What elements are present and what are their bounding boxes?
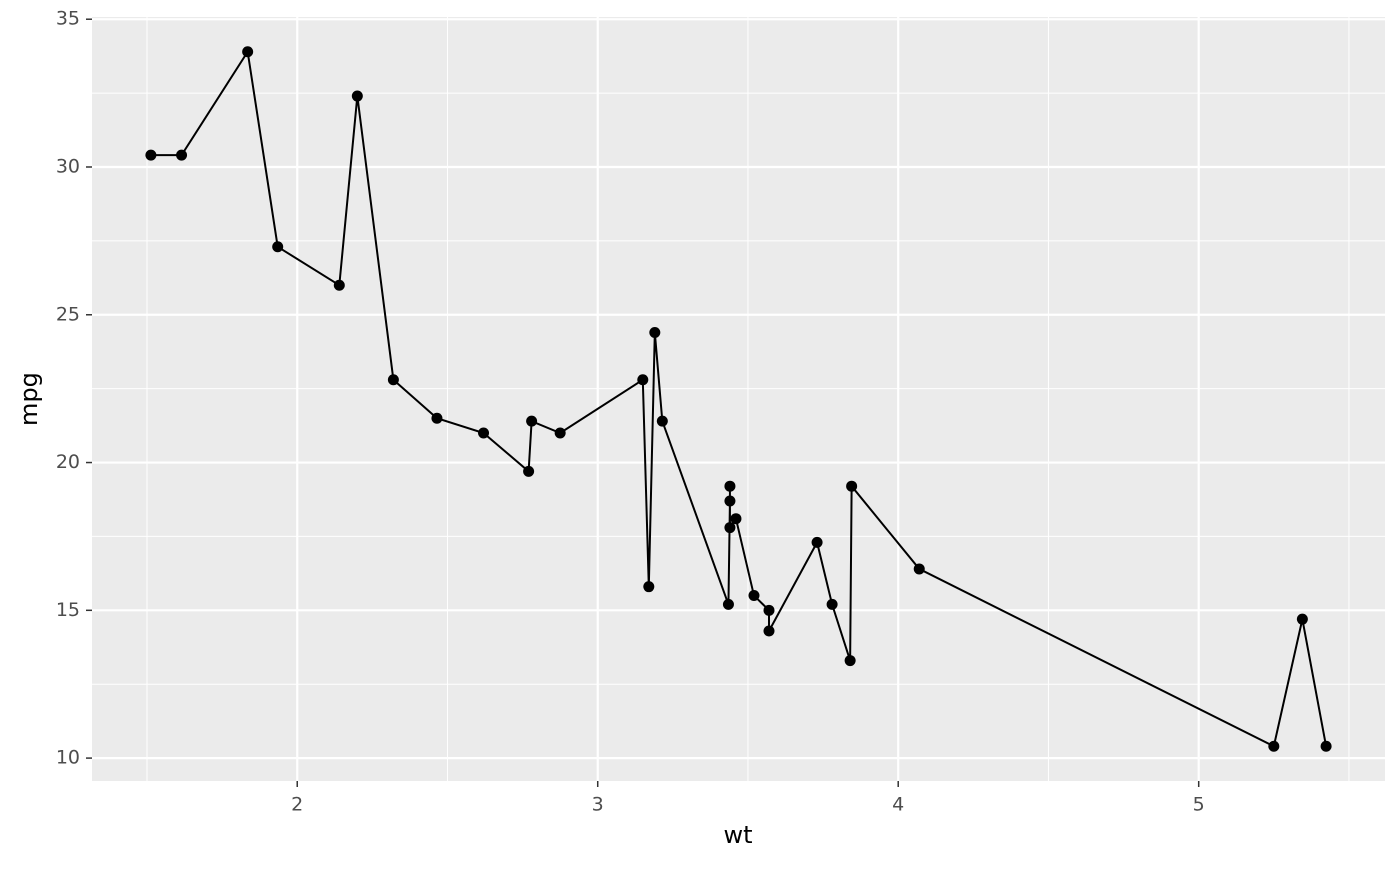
y-tick-label: 30	[56, 155, 80, 177]
x-axis-title: wt	[723, 821, 752, 849]
point	[724, 495, 736, 507]
point	[1268, 740, 1280, 752]
point	[145, 149, 157, 161]
point	[844, 655, 856, 667]
point	[730, 513, 742, 525]
point	[649, 327, 661, 339]
point	[763, 625, 775, 637]
panel	[92, 17, 1385, 781]
point	[724, 522, 736, 534]
y-tick-label: 15	[56, 599, 80, 621]
y-tick-label: 10	[56, 747, 80, 769]
point	[913, 563, 925, 575]
point	[846, 480, 858, 492]
y-tick-label: 20	[56, 451, 80, 473]
point	[643, 581, 655, 593]
point	[554, 427, 566, 439]
point	[176, 149, 188, 161]
point	[637, 374, 649, 386]
point	[826, 598, 838, 610]
x-tick-label: 2	[291, 794, 303, 816]
point	[656, 415, 668, 427]
point	[333, 279, 345, 291]
point	[724, 480, 736, 492]
x-tick-label: 5	[1193, 794, 1205, 816]
line	[150, 48, 1328, 748]
x-tick-label: 4	[892, 794, 904, 816]
point	[242, 46, 254, 58]
point	[1296, 613, 1308, 625]
point	[431, 412, 443, 424]
y-tick-label: 25	[56, 303, 80, 325]
point	[811, 536, 823, 548]
point	[272, 241, 284, 253]
point	[1320, 740, 1332, 752]
point	[722, 598, 734, 610]
point	[763, 604, 775, 616]
y-tick-label: 35	[56, 8, 80, 30]
point	[387, 374, 399, 386]
point	[351, 90, 363, 102]
y-axis-title: mpg	[15, 372, 43, 426]
point	[526, 415, 538, 427]
point	[523, 465, 535, 477]
point	[748, 590, 760, 602]
x-tick-label: 3	[592, 794, 604, 816]
point	[478, 427, 490, 439]
